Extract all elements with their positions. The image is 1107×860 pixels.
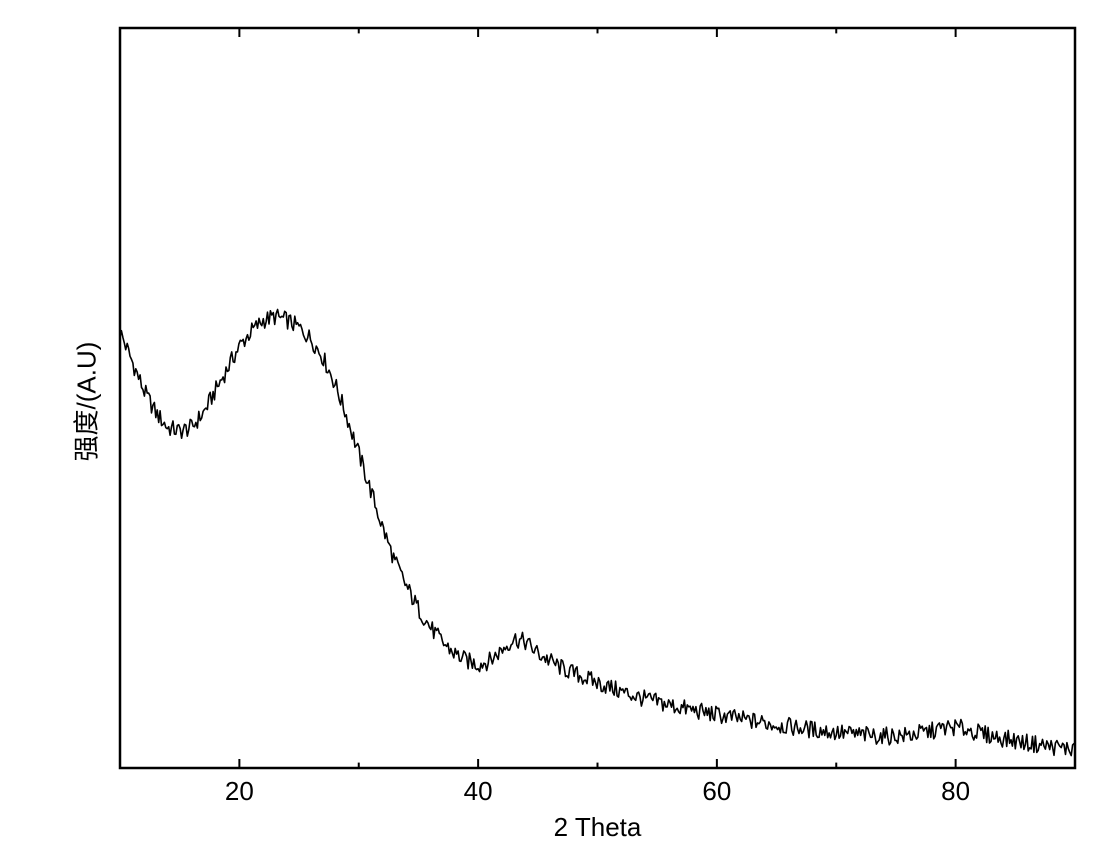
y-axis-label: 强度/(A.U) — [66, 342, 103, 462]
xrd-chart: 强度/(A.U) 2 Theta 20 40 60 80 — [0, 0, 1107, 860]
x-tick-label: 80 — [926, 776, 986, 807]
x-tick-label: 40 — [448, 776, 508, 807]
x-axis-label: 2 Theta — [538, 812, 658, 843]
chart-plot-svg — [0, 0, 1107, 860]
x-tick-label: 60 — [687, 776, 747, 807]
x-tick-label: 20 — [209, 776, 269, 807]
